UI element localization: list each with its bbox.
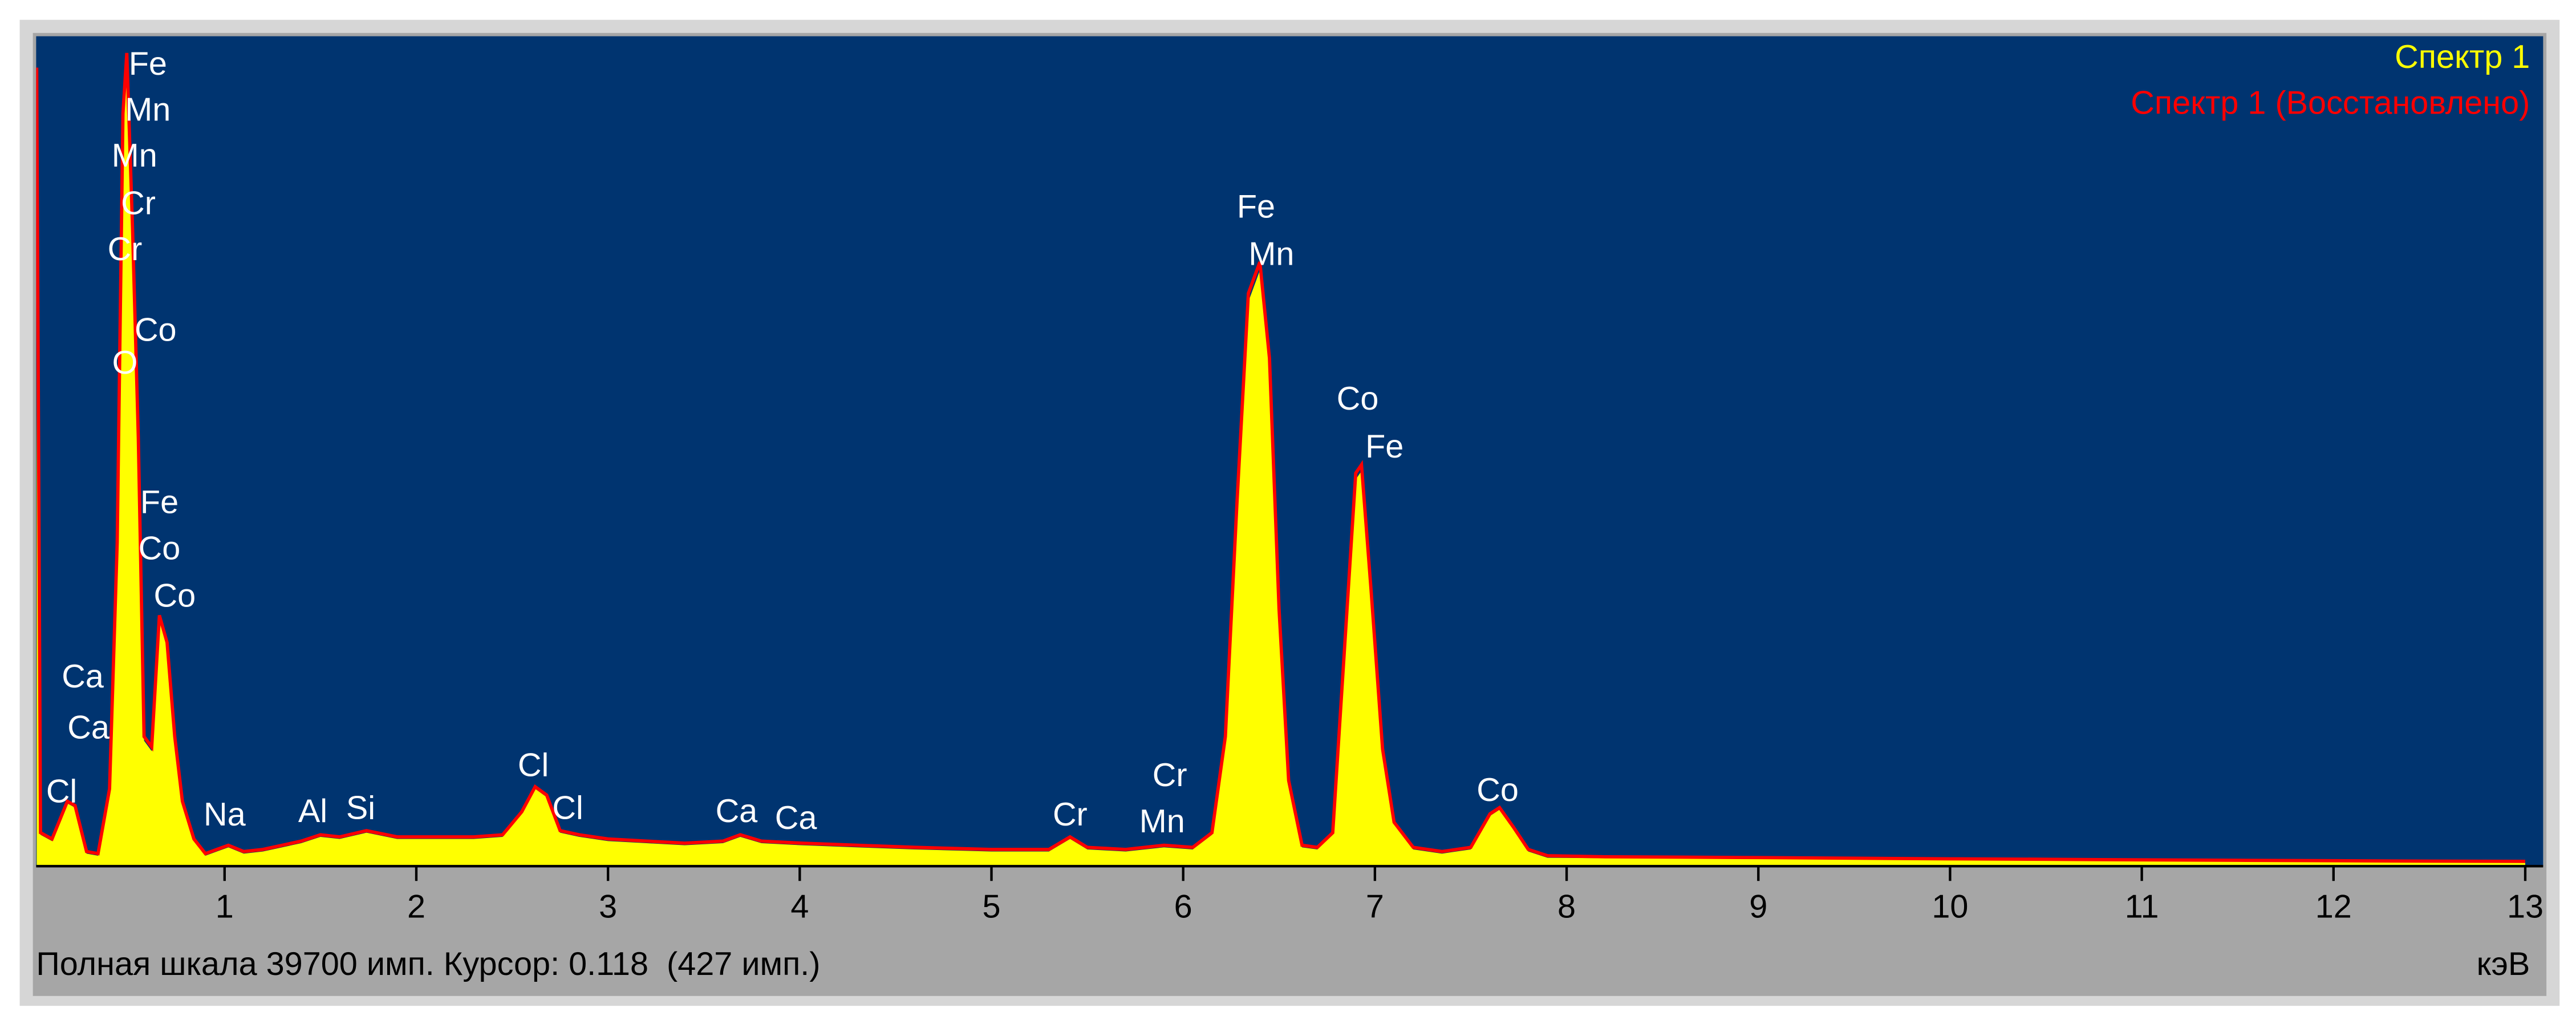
peak-label: Ca xyxy=(716,793,758,829)
peak-label: Fe xyxy=(140,484,179,521)
spectrum-area xyxy=(36,63,2525,867)
x-tick-label: 6 xyxy=(1174,888,1192,925)
peak-label: Mn xyxy=(125,91,171,128)
peak-label: Mn xyxy=(1139,803,1185,840)
peak-label: Co xyxy=(154,578,196,614)
x-tick-label: 8 xyxy=(1557,888,1576,925)
peak-label: Co xyxy=(139,531,181,567)
x-tick-label: 2 xyxy=(407,888,425,925)
spectrum-line xyxy=(36,52,2525,863)
plot-area xyxy=(36,36,2543,867)
legend-entry: Спектр 1 (Восстановлено) xyxy=(2131,85,2530,122)
status-text: Полная шкала 39700 имп. Курсор: 0.118 (4… xyxy=(36,946,820,982)
peak-label: Ca xyxy=(775,800,818,836)
peak-label: Co xyxy=(1337,381,1379,417)
peak-label: Mn xyxy=(112,137,157,174)
plot xyxy=(36,52,2525,867)
x-tick-label: 9 xyxy=(1749,888,1767,925)
peak-label: O xyxy=(112,345,138,381)
legend-entry: Спектр 1 xyxy=(2395,39,2530,75)
peak-label: Si xyxy=(346,790,375,827)
peak-label: Cl xyxy=(518,747,549,784)
peak-label: Ca xyxy=(67,710,110,746)
peak-label: Cl xyxy=(552,790,583,827)
peak-label: Mn xyxy=(1248,236,1294,273)
peak-label: Co xyxy=(1476,772,1519,808)
x-tick-label: 10 xyxy=(1932,888,1968,925)
peak-label: Fe xyxy=(1365,428,1403,465)
peak-label: Co xyxy=(135,311,177,348)
x-axis-label: кэВ xyxy=(2477,946,2530,982)
peak-label: Cr xyxy=(1053,796,1088,833)
peak-label: Fe xyxy=(129,46,167,82)
x-tick-label: 12 xyxy=(2315,888,2352,925)
peak-label: Na xyxy=(204,796,246,833)
x-tick-label: 5 xyxy=(983,888,1001,925)
peak-label: Cr xyxy=(108,231,143,268)
x-tick-label: 1 xyxy=(216,888,234,925)
peak-label: Fe xyxy=(1237,188,1275,225)
x-tick-label: 4 xyxy=(790,888,809,925)
peak-label: Al xyxy=(298,793,327,829)
x-tick-label: 7 xyxy=(1366,888,1384,925)
peak-label: Cr xyxy=(121,185,156,222)
x-tick-label: 3 xyxy=(599,888,617,925)
x-tick-label: 11 xyxy=(2125,888,2159,925)
x-tick-label: 13 xyxy=(2507,888,2543,925)
peak-label: Ca xyxy=(62,658,104,695)
peak-label: Cr xyxy=(1153,757,1187,794)
peak-label: Cl xyxy=(46,774,77,810)
